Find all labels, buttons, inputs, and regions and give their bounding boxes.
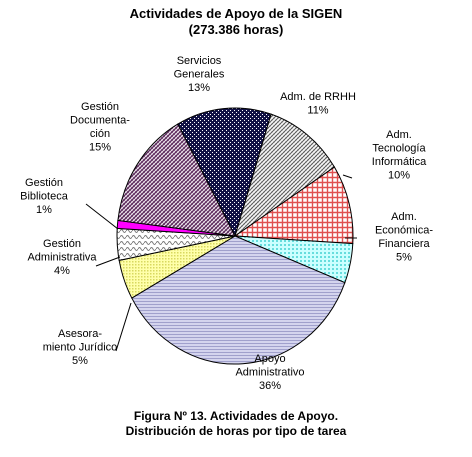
leader-line [115, 302, 132, 352]
chart-subtitle: (273.386 horas) [188, 22, 284, 37]
slice-label: Gestión Administrativa 4% [27, 238, 97, 277]
slice-label: Asesora-miento Jurídico 5% [43, 328, 118, 367]
slice-label: Adm. de RRHH 11% [280, 91, 356, 117]
pie-slice [233, 166, 354, 245]
slice-label: Gestión Documenta-ción 15% [70, 101, 130, 154]
figure-caption-line1: Figura Nº 13. Actividades de Apoyo. [133, 409, 339, 423]
leader-line [342, 174, 353, 179]
slice-label: Adm. Tecnología Informática 10% [372, 129, 427, 182]
pie-slice [177, 107, 272, 238]
leader-line [95, 256, 121, 267]
figure-caption-line2: Distribución de horas por tipo de tarea [125, 424, 347, 438]
slice-label: Adm. Económica-Financiera 5% [375, 211, 433, 264]
slice-label: Servicios Generales 13% [174, 55, 225, 94]
pie-slice [117, 123, 236, 237]
chart-title: Actividades de Apoyo de la SIGEN [129, 6, 343, 21]
slice-label: Apoyo Administrativo 36% [235, 353, 304, 392]
pie-slice [131, 235, 346, 365]
leader-line [85, 203, 119, 230]
pie-slice [234, 113, 336, 238]
slice-label: Gestión Biblioteca 1% [20, 177, 69, 216]
